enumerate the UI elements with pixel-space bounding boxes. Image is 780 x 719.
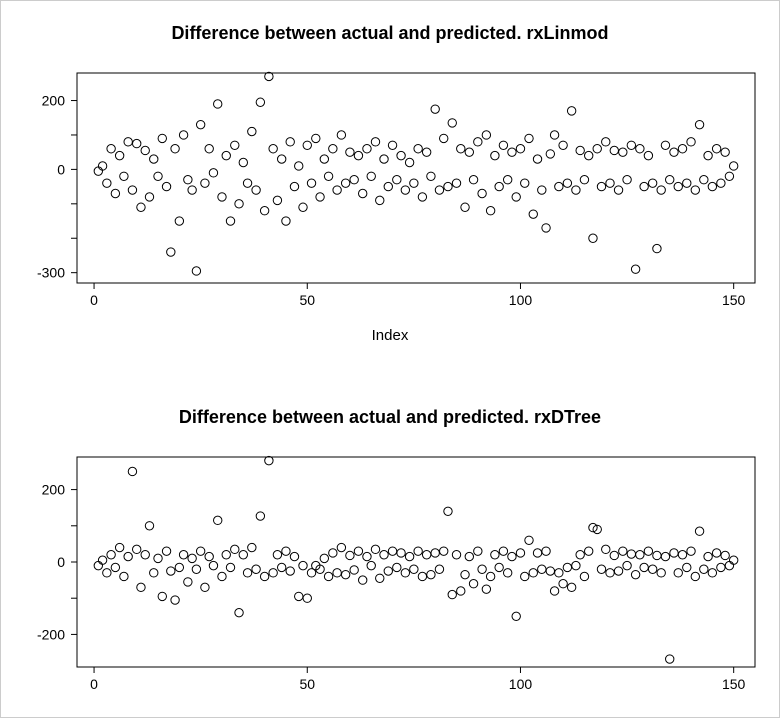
ytick-label: 0 (57, 554, 65, 570)
xlabel-linmod: Index (1, 327, 779, 344)
chart-title-dtree: Difference between actual and predicted.… (1, 407, 779, 428)
xtick-label: 0 (90, 292, 98, 308)
ytick-label: 200 (42, 481, 66, 497)
chart-svg-linmod: 0 50 100 150 -300 0 200 (1, 1, 780, 719)
ytick-label: 200 (42, 92, 66, 108)
xtick-label: 150 (722, 676, 746, 692)
scatter-points-dtree (94, 456, 738, 663)
xtick-label: 150 (722, 292, 746, 308)
ytick-label: -300 (37, 265, 65, 281)
xtick-label: 50 (299, 676, 315, 692)
figure: Difference between actual and predicted.… (0, 0, 780, 718)
xtick-label: 50 (299, 292, 315, 308)
scatter-points-linmod (94, 72, 738, 275)
xtick-label: 0 (90, 676, 98, 692)
xtick-label: 100 (509, 676, 533, 692)
chart-title-linmod: Difference between actual and predicted.… (1, 23, 779, 44)
xtick-label: 100 (509, 292, 533, 308)
ytick-label: -200 (37, 626, 65, 642)
ytick-label: 0 (57, 161, 65, 177)
chart-svg-dtree: 0 50 100 150 -200 0 200 (1, 1, 780, 719)
